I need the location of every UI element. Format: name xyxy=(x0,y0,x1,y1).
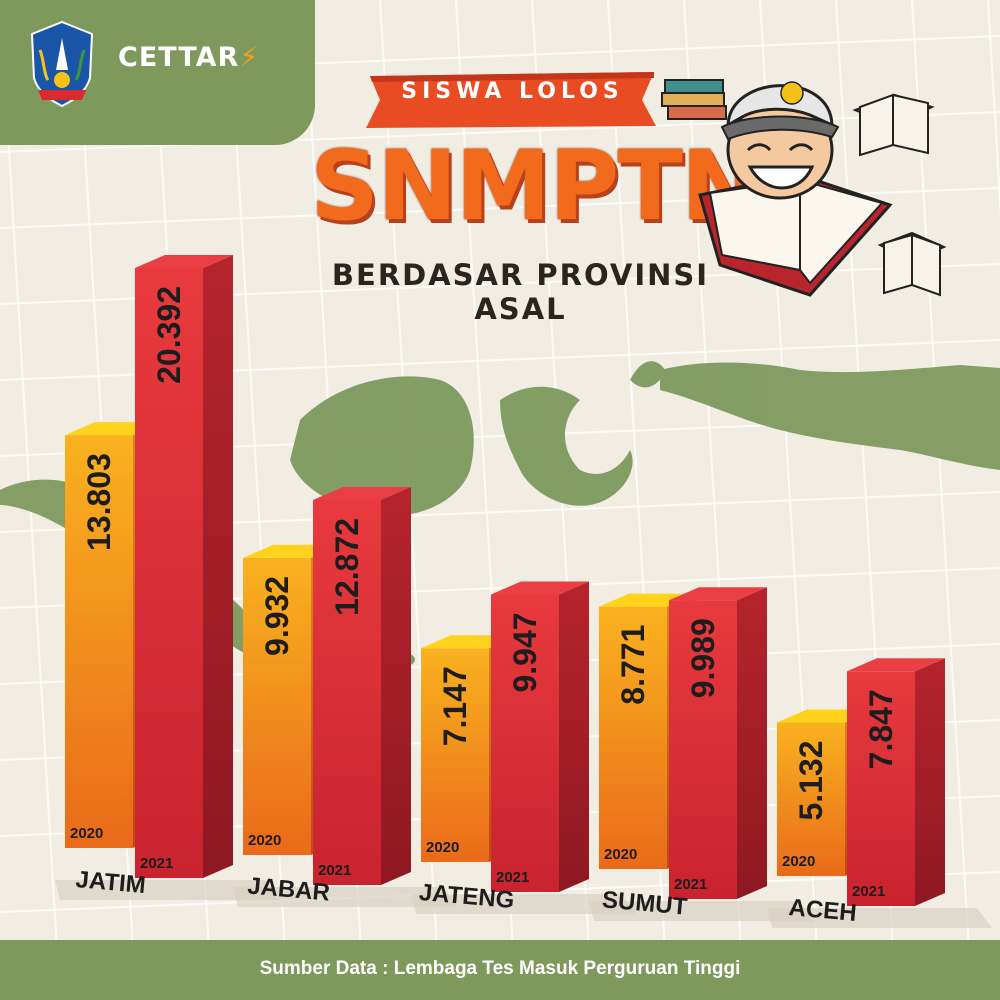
value-label-jatim-2021: 20.392 xyxy=(151,286,187,384)
bar-jateng-2021 xyxy=(491,594,559,892)
value-label-jabar-2020: 9.932 xyxy=(259,576,295,656)
bar-shadow xyxy=(411,894,636,914)
footer-bar: Sumber Data : Lembaga Tes Masuk Pergurua… xyxy=(0,940,1000,1000)
banner-label: SISWA LOLOS xyxy=(401,79,624,104)
year-label-sumut-2021: 2021 xyxy=(674,876,707,893)
year-label-aceh-2020: 2020 xyxy=(782,853,815,870)
value-label-sumut-2020: 8.771 xyxy=(615,625,651,705)
bar-jabar-2021 xyxy=(313,499,381,885)
student-mascot-illustration xyxy=(661,79,947,297)
bar-shadow xyxy=(233,887,458,907)
year-label-jateng-2021: 2021 xyxy=(496,869,529,886)
bar-top-jabar-2021 xyxy=(313,486,411,500)
bar-aceh-2020 xyxy=(777,722,845,876)
cettar-logo: CETTAR⚡ xyxy=(118,42,259,73)
year-label-sumut-2020: 2020 xyxy=(604,846,637,863)
bar-sumut-2021 xyxy=(669,600,737,899)
bar-top-sumut-2021 xyxy=(669,587,767,601)
bar-jateng-2020 xyxy=(421,648,489,862)
bar-side-sumut-2021 xyxy=(737,587,767,899)
value-label-jatim-2020: 13.803 xyxy=(81,453,117,551)
bar-top-aceh-2021 xyxy=(847,658,945,672)
east-java-crest-logo xyxy=(30,20,94,108)
open-book-icon xyxy=(877,231,947,297)
bar-top-jateng-2021 xyxy=(491,581,589,595)
value-label-jateng-2021: 9.947 xyxy=(507,612,543,692)
bar-shadow xyxy=(55,880,280,900)
category-label-aceh: ACEH xyxy=(788,894,858,927)
category-label-jatim: JATIM xyxy=(75,866,147,899)
value-label-aceh-2020: 5.132 xyxy=(793,740,829,820)
year-label-jatim-2020: 2020 xyxy=(70,825,103,842)
book-stack-icon xyxy=(661,79,727,120)
open-book-icon xyxy=(852,93,935,157)
bar-shadow xyxy=(589,901,814,921)
header-corner-panel: CETTAR⚡ xyxy=(0,0,315,145)
year-label-jateng-2020: 2020 xyxy=(426,839,459,856)
bar-side-jatim-2021 xyxy=(203,255,233,878)
bar-aceh-2021 xyxy=(847,671,915,906)
bar-jatim-2020 xyxy=(65,435,133,848)
year-label-aceh-2021: 2021 xyxy=(852,883,885,900)
year-label-jabar-2021: 2021 xyxy=(318,862,351,879)
data-source-text: Sumber Data : Lembaga Tes Masuk Pergurua… xyxy=(259,958,741,979)
bar-sumut-2020 xyxy=(599,606,667,869)
value-label-sumut-2021: 9.989 xyxy=(685,618,721,698)
page-subtitle: BERDASAR PROVINSI ASAL xyxy=(331,258,710,326)
value-label-jateng-2020: 7.147 xyxy=(437,666,473,746)
value-label-aceh-2021: 7.847 xyxy=(863,689,899,769)
bar-shadow xyxy=(767,908,992,928)
bar-jatim-2021 xyxy=(135,268,203,878)
value-label-jabar-2021: 12.872 xyxy=(329,518,365,616)
bar-side-jabar-2021 xyxy=(381,486,411,885)
year-label-jabar-2020: 2020 xyxy=(248,832,281,849)
year-label-jatim-2021: 2021 xyxy=(140,855,173,872)
bar-top-jatim-2021 xyxy=(135,255,233,268)
cettar-logo-text: CETTAR xyxy=(118,42,240,73)
page-title: SNMPTN xyxy=(310,130,761,242)
bar-side-jateng-2021 xyxy=(559,581,589,892)
banner-ribbon xyxy=(366,72,656,128)
bar-side-aceh-2021 xyxy=(915,658,945,906)
bar-jabar-2020 xyxy=(243,557,311,855)
lightning-bolt-icon: ⚡ xyxy=(239,42,260,73)
